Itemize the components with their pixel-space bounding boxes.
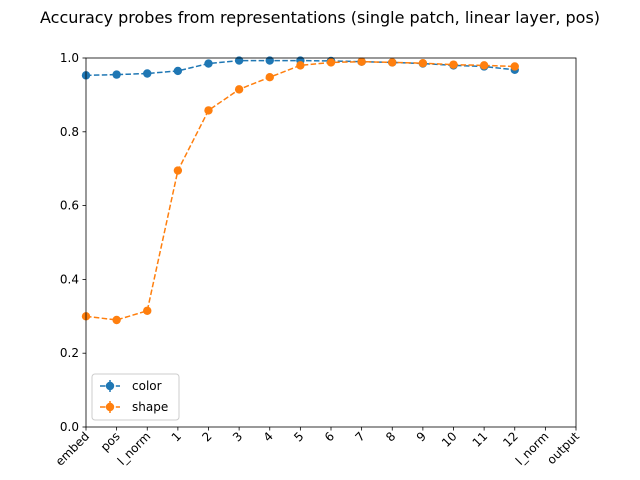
data-point-shape (449, 60, 458, 69)
x-tick-label: 3 (230, 429, 245, 444)
y-tick-label: 0.0 (60, 420, 79, 434)
x-tick-label: 4 (261, 429, 276, 444)
data-point-shape (388, 58, 397, 67)
data-point-color (234, 56, 244, 65)
x-tick-label: 7 (352, 429, 367, 444)
x-tick-label: l_norm (115, 429, 154, 468)
x-tick-label: 2 (199, 429, 214, 444)
y-tick-label: 0.8 (60, 125, 79, 139)
data-point-shape (326, 58, 336, 67)
data-point-color (112, 70, 121, 79)
y-tick-label: 0.6 (60, 199, 79, 213)
x-tick-label: 6 (322, 429, 337, 444)
data-point-color (143, 69, 152, 78)
chart-title: Accuracy probes from representations (si… (40, 8, 600, 27)
legend-marker-shape (105, 402, 115, 412)
data-point-shape (296, 61, 305, 70)
data-point-color (173, 66, 183, 76)
data-point-shape (479, 61, 489, 70)
data-point-shape (143, 306, 152, 315)
data-point-shape (510, 62, 519, 71)
legend-label-color: color (132, 379, 162, 393)
x-tick-label: 11 (470, 429, 491, 450)
legend-label-shape: shape (132, 400, 168, 414)
data-point-shape (265, 72, 274, 82)
x-tick-label: 5 (291, 429, 306, 444)
data-point-shape (112, 315, 121, 325)
axes-frame (85, 57, 577, 428)
plot-area (81, 56, 519, 325)
data-point-color (265, 56, 274, 65)
x-tick-label: 8 (383, 429, 398, 444)
x-tick-label: pos (98, 429, 123, 454)
data-point-shape (173, 166, 183, 175)
x-tick-label: l_norm (513, 429, 552, 468)
data-point-color (204, 59, 213, 68)
y-tick-label: 0.4 (60, 272, 79, 286)
x-tick-label: 12 (500, 429, 521, 450)
legend-marker-color (105, 381, 115, 391)
series-line-shape (85, 60, 515, 321)
x-tick-label: 9 (414, 429, 429, 444)
x-tick-label: 10 (439, 429, 460, 450)
x-tick-label: embed (53, 429, 92, 468)
y-tick-label: 1.0 (60, 51, 79, 65)
legend: color shape (91, 373, 180, 421)
x-tick-label: output (544, 429, 582, 467)
data-point-shape (234, 85, 244, 94)
data-point-shape (357, 57, 366, 66)
x-tick-label: 1 (169, 429, 184, 444)
y-tick-label: 0.2 (60, 346, 79, 360)
data-point-shape (418, 58, 428, 68)
data-point-shape (204, 106, 213, 115)
